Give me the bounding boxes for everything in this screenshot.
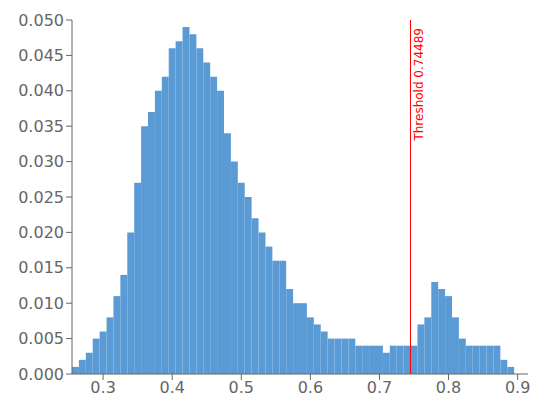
svg-text:0.040: 0.040 — [18, 81, 64, 100]
svg-text:0.030: 0.030 — [18, 152, 64, 171]
svg-text:Threshold 0.74489: Threshold 0.74489 — [412, 28, 426, 142]
svg-text:0.9: 0.9 — [505, 378, 530, 397]
svg-text:0.045: 0.045 — [18, 46, 64, 65]
svg-text:0.8: 0.8 — [436, 378, 461, 397]
svg-text:0.5: 0.5 — [229, 378, 254, 397]
svg-text:0.010: 0.010 — [18, 294, 64, 313]
svg-text:0.7: 0.7 — [367, 378, 392, 397]
svg-text:0.025: 0.025 — [18, 188, 64, 207]
svg-text:0.3: 0.3 — [90, 378, 115, 397]
svg-text:0.035: 0.035 — [18, 117, 64, 136]
svg-text:0.015: 0.015 — [18, 258, 64, 277]
svg-text:0.050: 0.050 — [18, 11, 64, 30]
svg-text:0.005: 0.005 — [18, 329, 64, 348]
svg-text:0.000: 0.000 — [18, 365, 64, 384]
svg-text:0.4: 0.4 — [159, 378, 184, 397]
svg-text:0.020: 0.020 — [18, 223, 64, 242]
svg-text:0.6: 0.6 — [298, 378, 323, 397]
